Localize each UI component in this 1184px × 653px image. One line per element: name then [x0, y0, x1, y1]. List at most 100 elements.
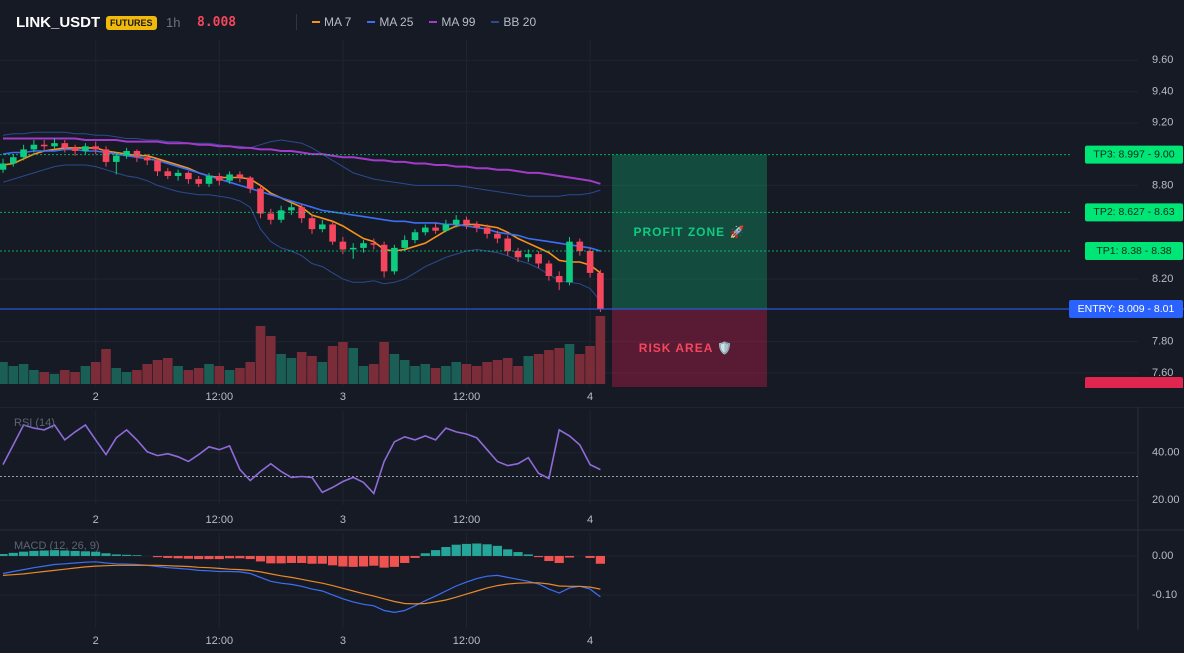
volume-bar: [173, 366, 183, 384]
legend-item[interactable]: MA 25: [367, 15, 413, 29]
candle-body: [51, 143, 58, 147]
legend-swatch: [429, 21, 438, 23]
panel-title: MACD (12, 26, 9): [14, 540, 100, 552]
interval[interactable]: 1h: [166, 15, 181, 30]
candle-body: [597, 272, 604, 309]
candle-body: [555, 276, 563, 283]
legend-label: BB 20: [503, 15, 537, 29]
legend-item[interactable]: MA 7: [312, 15, 351, 29]
volume-bar: [502, 358, 513, 384]
histogram-bar: [338, 555, 348, 567]
histogram-bar: [276, 555, 286, 564]
volume-bar: [389, 354, 400, 384]
volume-bar: [307, 356, 317, 384]
candle-body: [226, 174, 233, 181]
candle-body: [40, 144, 48, 147]
rsi-line: [2, 423, 601, 495]
histogram-bar: [595, 555, 605, 564]
histogram-bar: [492, 545, 502, 556]
candle-body: [92, 146, 99, 150]
y-tick-label: 7.80: [1152, 336, 1173, 348]
x-tick-label: 4: [587, 391, 593, 403]
candle-body: [514, 251, 522, 258]
volume-bar: [0, 362, 8, 384]
candle-body: [586, 251, 594, 273]
volume-bar: [183, 370, 194, 384]
symbol: LINK_USDT: [16, 14, 101, 31]
histogram-bar: [266, 555, 276, 564]
volume-bar: [379, 342, 389, 384]
candle-body: [174, 172, 182, 176]
candle-body: [566, 241, 573, 283]
candle-body: [0, 163, 7, 170]
volume-bar: [472, 366, 482, 384]
candle-body: [61, 143, 69, 148]
histogram-bar: [49, 550, 60, 556]
moving-average: [3, 137, 601, 185]
level-tag: [1085, 242, 1183, 261]
histogram-bar: [400, 555, 410, 563]
histogram-bar: [441, 547, 451, 556]
candle-body: [236, 174, 244, 178]
candle-body: [308, 218, 316, 230]
x-tick-label: 12:00: [206, 391, 234, 403]
candle-body: [30, 144, 38, 150]
volume-bar: [410, 366, 420, 384]
candle-body: [525, 254, 532, 258]
candle-body: [113, 155, 120, 162]
volume-bar: [595, 316, 606, 384]
histogram-bar: [70, 550, 80, 556]
x-tick-label: 12:00: [453, 514, 481, 526]
volume-bar: [39, 372, 49, 384]
volume-bar: [523, 356, 534, 384]
histogram-bar: [317, 555, 327, 564]
volume-bar: [575, 354, 585, 384]
volume-bar: [358, 366, 369, 384]
volume-bar: [121, 372, 132, 384]
legend-item[interactable]: BB 20: [491, 15, 536, 29]
volume-bar: [441, 366, 451, 384]
candle-body: [452, 219, 460, 225]
candle-body: [411, 232, 419, 241]
candle-body: [504, 238, 511, 252]
candle-body: [442, 224, 450, 231]
candle-body: [432, 227, 439, 231]
histogram-bar: [111, 554, 121, 556]
volume-bar: [80, 366, 91, 384]
profit-zone-label: PROFIT ZONE 🚀: [634, 225, 746, 239]
legend-item[interactable]: MA 99: [429, 15, 475, 29]
candle-body: [154, 160, 161, 172]
candle-body: [391, 247, 398, 272]
volume-bar: [18, 364, 29, 384]
x-tick-label: 2: [93, 514, 99, 526]
volume-bar: [554, 348, 564, 384]
legend-swatch: [367, 21, 376, 23]
signal-line: [2, 564, 601, 605]
histogram-bar: [307, 555, 317, 564]
candle-body: [195, 179, 202, 184]
panel-title: RSI (14): [14, 417, 55, 429]
histogram-bar: [122, 554, 132, 556]
candle-body: [535, 254, 542, 264]
histogram-bar: [80, 551, 90, 556]
candle-body: [380, 244, 388, 272]
volume-bar: [286, 358, 297, 384]
candle-body: [277, 210, 285, 220]
volume-bar: [420, 364, 431, 384]
x-tick-label: 4: [587, 635, 593, 647]
volume-bar: [152, 360, 163, 384]
x-tick-label: 12:00: [453, 635, 481, 647]
volume-bar: [461, 364, 472, 384]
histogram-bar: [91, 551, 101, 556]
histogram-bar: [225, 555, 235, 559]
y-tick-label: 40.00: [1152, 447, 1180, 459]
histogram-bar: [19, 551, 29, 556]
histogram-bar: [163, 555, 173, 558]
histogram-bar: [235, 555, 245, 559]
legend-swatch: [491, 21, 500, 23]
candle-body: [185, 172, 192, 180]
volume-bar: [29, 370, 39, 384]
candle-body: [10, 157, 17, 164]
level-label: TP2: 8.627 - 8.63: [1093, 206, 1174, 218]
